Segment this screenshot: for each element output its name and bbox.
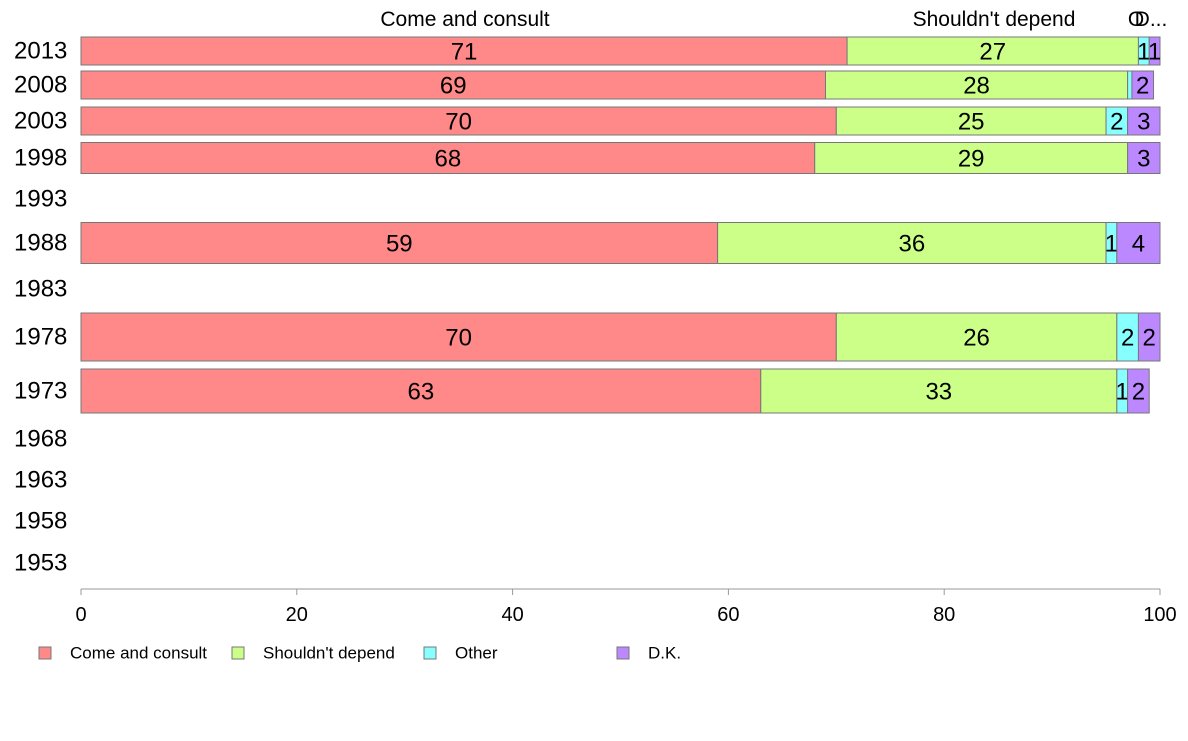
data-label: 1 bbox=[1137, 39, 1150, 66]
x-axis: 0 20 40 60 80 100 bbox=[75, 588, 1177, 626]
data-label: 33 bbox=[925, 379, 952, 406]
bar-segment bbox=[80, 368, 762, 414]
legend-label: Other bbox=[455, 644, 498, 663]
bar-segment bbox=[846, 36, 1139, 66]
bar-segment bbox=[80, 70, 827, 100]
data-label: 25 bbox=[958, 109, 985, 136]
x-tick-label: 100 bbox=[1143, 604, 1176, 626]
bar-segment bbox=[1116, 222, 1161, 264]
x-tick-label: 0 bbox=[75, 604, 86, 626]
bar-segment bbox=[760, 368, 1118, 414]
year-label-group: 2013 2008 2003 1998 1993 1988 1983 1978 1973 1968… bbox=[14, 38, 67, 577]
data-label: 2 bbox=[1132, 379, 1145, 406]
column-header-label: D... bbox=[1135, 8, 1168, 31]
year-label: 1953 bbox=[14, 550, 67, 577]
year-label: 1998 bbox=[14, 145, 67, 172]
legend-swatch bbox=[616, 646, 630, 660]
legend-swatch bbox=[423, 646, 437, 660]
column-header-label: O bbox=[1128, 8, 1144, 31]
data-label: 69 bbox=[440, 73, 467, 100]
bar-segment bbox=[80, 142, 816, 174]
data-label: 29 bbox=[958, 146, 985, 173]
year-label: 1973 bbox=[14, 378, 67, 405]
year-label: 1963 bbox=[14, 467, 67, 494]
year-label: 1988 bbox=[14, 230, 67, 257]
data-label: 2 bbox=[1121, 325, 1134, 352]
data-label: 1 bbox=[1148, 39, 1161, 66]
bar-segment bbox=[80, 222, 719, 264]
x-tick-label: 80 bbox=[933, 604, 955, 626]
legend-label: D.K. bbox=[648, 644, 681, 663]
legend-swatch bbox=[38, 646, 52, 660]
data-label: 36 bbox=[898, 231, 925, 258]
data-label: 71 bbox=[451, 39, 478, 66]
year-label: 2008 bbox=[14, 72, 67, 99]
bar-segment bbox=[1127, 106, 1161, 136]
bar-segment bbox=[1127, 368, 1150, 414]
year-label: 1993 bbox=[14, 186, 67, 213]
data-label: 1 bbox=[1105, 231, 1118, 258]
legend: Come and consult Shouldn't depend Other D.K… bbox=[38, 644, 681, 663]
column-header-label: Come and consult bbox=[380, 8, 549, 31]
year-label: 1958 bbox=[14, 508, 67, 535]
data-label: 26 bbox=[963, 325, 990, 352]
year-label: 2013 bbox=[14, 38, 67, 65]
legend-swatch bbox=[231, 646, 245, 660]
data-label: 63 bbox=[408, 379, 435, 406]
legend-label: Shouldn't depend bbox=[263, 644, 395, 663]
bar-segment bbox=[1131, 70, 1155, 100]
data-label: 3 bbox=[1137, 146, 1150, 173]
data-label: 4 bbox=[1132, 231, 1145, 258]
x-tick-label: 60 bbox=[717, 604, 739, 626]
year-label: 1983 bbox=[14, 276, 67, 303]
bar-segment bbox=[80, 312, 837, 362]
year-label: 1978 bbox=[14, 324, 67, 351]
bar-segment bbox=[1148, 36, 1161, 66]
bar-segment bbox=[1137, 312, 1161, 362]
data-label: 59 bbox=[386, 231, 413, 258]
bar-segment bbox=[717, 222, 1107, 264]
bar-segment bbox=[1127, 142, 1161, 174]
year-label: 2003 bbox=[14, 108, 67, 135]
bar-segment bbox=[835, 312, 1118, 362]
x-tick-label: 20 bbox=[286, 604, 308, 626]
x-tick-label: 40 bbox=[501, 604, 523, 626]
column-header-label: Shouldn't depend bbox=[913, 8, 1076, 31]
data-label: 27 bbox=[979, 39, 1006, 66]
data-label: 70 bbox=[445, 325, 472, 352]
bar-segment bbox=[1127, 70, 1133, 100]
data-label: 68 bbox=[435, 146, 462, 173]
data-label: 2 bbox=[1136, 73, 1149, 100]
legend-label: Come and consult bbox=[70, 644, 207, 663]
column-header-group: Come and consult Shouldn't depend OD... bbox=[380, 8, 1167, 31]
data-label: 2 bbox=[1143, 325, 1156, 352]
data-label: 70 bbox=[445, 109, 472, 136]
bar-segment bbox=[814, 142, 1129, 174]
data-label: 1 bbox=[1116, 379, 1129, 406]
data-label: 28 bbox=[963, 73, 990, 100]
data-label: 2 bbox=[1110, 109, 1123, 136]
year-label: 1968 bbox=[14, 426, 67, 453]
data-label: 3 bbox=[1137, 109, 1150, 136]
